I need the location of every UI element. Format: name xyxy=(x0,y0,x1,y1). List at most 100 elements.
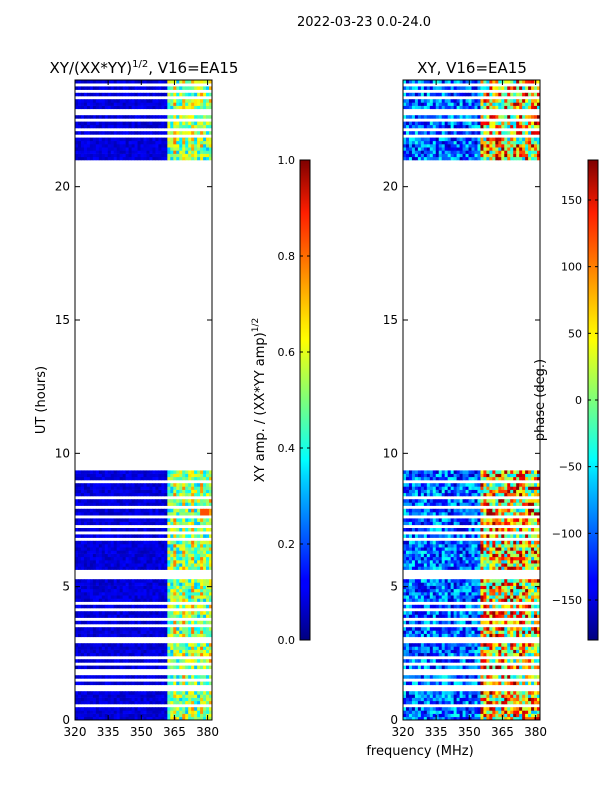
amplitude-heatmap-cell xyxy=(155,518,159,522)
amplitude-heatmap-cell xyxy=(206,566,210,570)
phase-heatmap-cell xyxy=(513,620,517,625)
amplitude-heatmap-cell xyxy=(98,579,103,583)
phase-heatmap-cell xyxy=(432,556,437,561)
phase-heatmap-cell xyxy=(480,659,484,663)
amplitude-heatmap-cell xyxy=(119,649,124,654)
amplitude-heatmap-cell xyxy=(125,140,130,145)
amplitude-heatmap-cell xyxy=(80,681,85,686)
amplitude-heatmap-cell xyxy=(185,643,189,647)
phase-heatmap-cell xyxy=(519,566,523,570)
phase-heatmap-cell xyxy=(504,579,508,583)
amplitude-heatmap-cell xyxy=(149,544,153,548)
phase-heatmap-cell xyxy=(495,697,499,702)
amplitude-heatmap-cell xyxy=(134,140,138,145)
phase-heatmap-cell xyxy=(441,614,446,618)
phase-heatmap-cell xyxy=(507,566,511,570)
phase-heatmap-cell xyxy=(534,598,538,602)
amplitude-heatmap-cell xyxy=(143,659,147,663)
amplitude-heatmap-cell xyxy=(83,598,88,602)
phase-heatmap-cell xyxy=(420,592,425,596)
phase-heatmap-cell xyxy=(408,547,413,551)
amplitude-heatmap-cell xyxy=(122,140,127,145)
phase-heatmap-cell xyxy=(450,614,455,618)
amplitude-heatmap-cell xyxy=(137,473,141,478)
amplitude-heatmap-cell xyxy=(194,588,198,593)
amplitude-heatmap-cell xyxy=(161,547,165,551)
phase-heatmap-cell xyxy=(519,588,523,593)
phase-heatmap-cell xyxy=(531,659,535,663)
amplitude-heatmap-cell xyxy=(194,512,198,516)
amplitude-heatmap-cell xyxy=(164,483,168,487)
amplitude-heatmap-cell xyxy=(92,131,97,135)
phase-heatmap-cell xyxy=(528,579,532,583)
phase-heatmap-cell xyxy=(444,694,449,698)
amplitude-heatmap-cell xyxy=(113,86,118,90)
amplitude-heatmap-cell xyxy=(182,620,186,625)
amplitude-heatmap-cell xyxy=(191,124,195,129)
amplitude-heatmap-cell xyxy=(149,131,153,135)
amplitude-heatmap-cell xyxy=(182,595,186,599)
phase-heatmap-cell xyxy=(426,588,431,593)
amplitude-heatmap-cell xyxy=(197,620,201,625)
amplitude-heatmap-cell xyxy=(188,697,192,702)
amplitude-heatmap-cell xyxy=(137,470,141,474)
amplitude-heatmap-cell xyxy=(164,121,168,126)
amplitude-heatmap-cell xyxy=(86,473,91,478)
amplitude-heatmap-cell xyxy=(89,131,94,135)
phase-heatmap-cell xyxy=(483,553,487,558)
amplitude-heatmap-cell xyxy=(152,646,156,650)
amplitude-heatmap-cell xyxy=(92,659,97,663)
phase-heatmap-cell xyxy=(498,649,502,654)
amplitude-heatmap-cell xyxy=(128,633,132,638)
phase-heatmap-cell xyxy=(531,710,535,714)
phase-heatmap-cell xyxy=(516,620,520,625)
amplitude-heatmap-cell xyxy=(86,512,91,516)
phase-heatmap-cell xyxy=(426,710,431,714)
phase-heatmap-cell xyxy=(507,611,511,615)
amplitude-heatmap-cell xyxy=(182,681,186,686)
amplitude-heatmap-cell xyxy=(92,620,97,625)
phase-heatmap-cell xyxy=(405,598,410,602)
phase-heatmap-cell xyxy=(468,675,472,679)
amplitude-heatmap-cell xyxy=(101,512,106,516)
amplitude-heatmap-cell xyxy=(137,102,141,106)
amplitude-heatmap-cell xyxy=(116,697,121,702)
amplitude-heatmap-cell xyxy=(197,102,201,106)
amplitude-heatmap-cell xyxy=(95,153,100,158)
phase-heatmap-cell xyxy=(444,556,449,561)
phase-heatmap-cell xyxy=(534,563,538,567)
phase-heatmap-cell xyxy=(519,595,523,599)
amplitude-y-tick-label: 5 xyxy=(62,580,70,594)
amplitude-heatmap-cell xyxy=(191,611,195,615)
phase-heatmap-cell xyxy=(444,595,449,599)
amplitude-heatmap-cell xyxy=(104,652,109,657)
amplitude-heatmap-cell xyxy=(197,630,201,634)
amplitude-heatmap-cell xyxy=(182,144,186,148)
amplitude-heatmap-cell xyxy=(92,502,97,506)
amplitude-heatmap-cell xyxy=(179,473,183,478)
amplitude-heatmap-cell xyxy=(134,518,138,522)
amplitude-heatmap-cell xyxy=(200,700,204,705)
amplitude-heatmap-cell xyxy=(131,579,135,583)
amplitude-heatmap-cell xyxy=(194,150,198,154)
phase-heatmap-cell xyxy=(420,700,425,705)
amplitude-heatmap-cell xyxy=(98,92,103,97)
phase-heatmap-cell xyxy=(420,691,425,695)
phase-heatmap-cell xyxy=(525,560,529,564)
phase-heatmap-cell xyxy=(537,611,541,615)
phase-heatmap-cell xyxy=(456,716,460,721)
phase-heatmap-cell xyxy=(495,588,499,593)
amplitude-heatmap-cell xyxy=(86,611,91,615)
amplitude-heatmap-cell xyxy=(92,563,97,567)
amplitude-heatmap-cell xyxy=(164,694,168,698)
amplitude-heatmap-cell xyxy=(134,633,138,638)
phase-heatmap-cell xyxy=(519,630,523,634)
amplitude-heatmap-cell xyxy=(203,566,207,570)
amplitude-heatmap-cell xyxy=(140,105,144,110)
amplitude-heatmap-cell xyxy=(95,646,100,650)
amplitude-y-tick-label: 15 xyxy=(55,313,70,327)
amplitude-heatmap-cell xyxy=(101,553,106,558)
phase-heatmap-cell xyxy=(513,681,517,686)
amplitude-heatmap-cell xyxy=(128,153,132,158)
amplitude-heatmap-cell xyxy=(101,550,106,554)
